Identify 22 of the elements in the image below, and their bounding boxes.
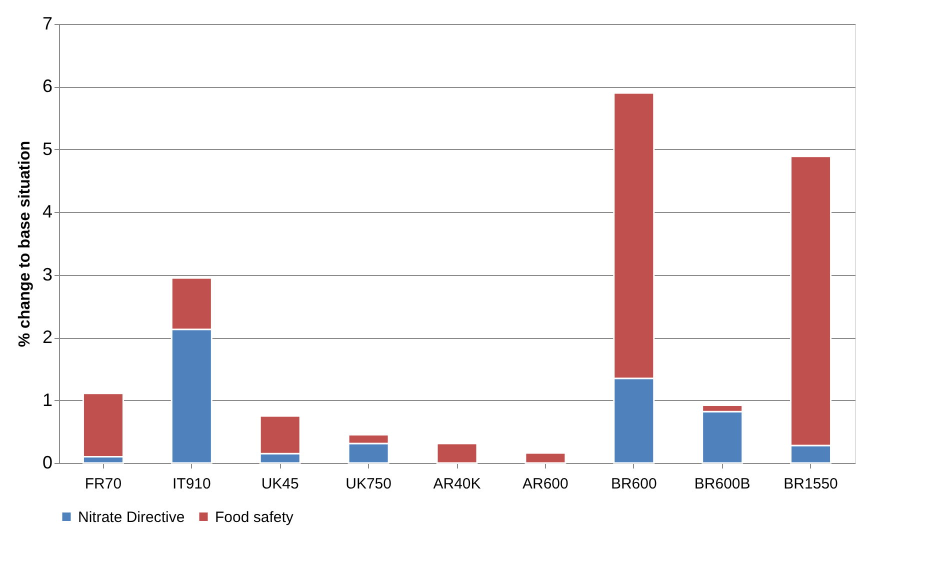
x-tick-label: FR70 bbox=[84, 476, 122, 492]
legend-label: Nitrate Directive bbox=[78, 508, 185, 526]
x-tick-label: UK45 bbox=[261, 476, 299, 492]
x-tick-label: AR600 bbox=[522, 476, 568, 492]
y-tick-label: 4 bbox=[42, 202, 52, 222]
y-tick-label: 3 bbox=[42, 264, 52, 284]
bar bbox=[524, 452, 566, 464]
y-tick-label: 5 bbox=[42, 138, 52, 159]
y-tick-label: 7 bbox=[42, 14, 52, 34]
y-tick-label: 1 bbox=[42, 390, 52, 410]
x-tick-label: IT910 bbox=[172, 476, 211, 492]
legend-label: Food safety bbox=[215, 508, 294, 526]
x-tick-label: BR1550 bbox=[784, 476, 838, 492]
x-tick-label: BR600B bbox=[694, 476, 750, 492]
y-tick-label: 0 bbox=[42, 452, 52, 472]
y-tick-label: 2 bbox=[42, 327, 52, 348]
x-tick-label: BR600 bbox=[610, 476, 657, 492]
x-tick-label: UK750 bbox=[346, 476, 392, 492]
y-axis-title: % change to base situation bbox=[16, 140, 34, 348]
y-tick-label: 6 bbox=[42, 76, 52, 96]
bar bbox=[436, 442, 478, 464]
x-tick-label: AR40K bbox=[433, 476, 481, 492]
